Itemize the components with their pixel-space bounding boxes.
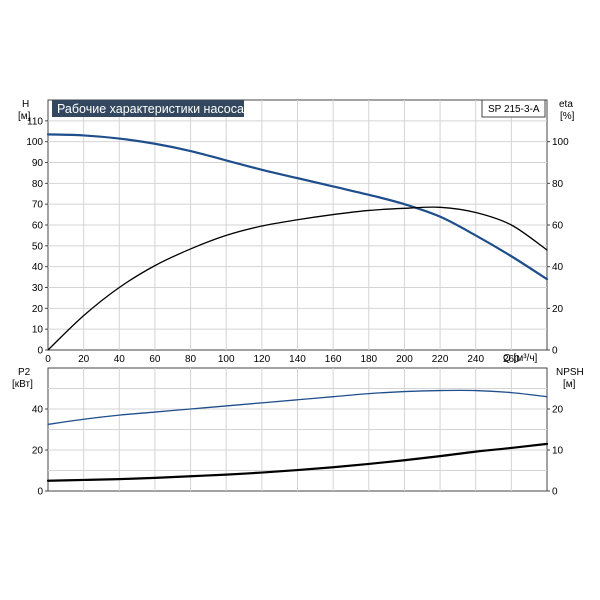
tick-label-x: 0 <box>45 354 51 365</box>
tick-label-x: 80 <box>185 354 197 365</box>
model-label-box <box>481 99 546 118</box>
tick-label-left: 10 <box>32 325 44 336</box>
tick-label-left: 40 <box>32 405 44 416</box>
top-tick-labels: 0 10 20 30 40 50 60 70 80 90 100 110 0 20 40 60 80 100 0 20… <box>26 116 569 365</box>
tick-label-left: 100 <box>26 137 43 148</box>
tick-label-x: 260 <box>503 354 520 365</box>
tick-label-x: 180 <box>360 354 377 365</box>
tick-label-x: 220 <box>432 354 449 365</box>
tick-label-right: 80 <box>552 179 564 190</box>
npsh-axis-label: NPSH <box>556 367 584 378</box>
tick-label-x: 60 <box>149 354 161 365</box>
tick-label-left: 0 <box>37 346 43 357</box>
head-curve <box>46 133 549 281</box>
tick-label-left: 70 <box>32 200 44 211</box>
power-axis-unit: [кВт] <box>12 379 33 390</box>
tick-label-left: 90 <box>32 158 44 169</box>
tick-label-x: 160 <box>325 354 342 365</box>
npsh-axis-unit: [м] <box>563 379 576 390</box>
tick-label-left: 80 <box>32 179 44 190</box>
power-axis-label: P2 <box>18 367 31 378</box>
model-label: SP 215-3-A <box>488 104 540 115</box>
efficiency-curve <box>47 206 548 351</box>
chart-title-box <box>52 100 244 117</box>
tick-label-x: 240 <box>467 354 484 365</box>
top-series-group <box>46 133 549 351</box>
eta-axis-label: eta <box>559 99 573 110</box>
tick-label-x: 200 <box>396 354 413 365</box>
power-curve <box>47 389 548 426</box>
chart-title: Рабочие характеристики насоса <box>57 102 244 116</box>
bottom-tick-labels: 0 20 40 0 10 20 <box>32 405 564 498</box>
tick-label-left: 60 <box>32 221 44 232</box>
tick-label-left: 20 <box>32 304 44 315</box>
bottom-series-group <box>46 389 549 482</box>
tick-label-x: 120 <box>254 354 271 365</box>
tick-label-left: 20 <box>32 446 44 457</box>
eta-axis-unit: [%] <box>560 111 575 122</box>
flow-axis-label: Q [м³/ч] <box>503 353 538 364</box>
tick-label-right: 60 <box>552 221 564 232</box>
tick-label-left: 40 <box>32 262 44 273</box>
tick-label-x: 100 <box>218 354 235 365</box>
head-axis-unit: [м] <box>18 111 31 122</box>
top-grid <box>48 100 547 350</box>
tick-label-x: 140 <box>289 354 306 365</box>
head-axis-label: H <box>22 99 29 110</box>
tick-label-x: 20 <box>78 354 90 365</box>
tick-label-right: 20 <box>552 304 564 315</box>
tick-label-right: 0 <box>552 487 558 498</box>
tick-label-x: 40 <box>114 354 126 365</box>
tick-label-right: 0 <box>552 346 558 357</box>
tick-label-right: 40 <box>552 262 564 273</box>
tick-label-left: 50 <box>32 241 44 252</box>
tick-label-right: 20 <box>552 405 564 416</box>
bottom-grid <box>48 368 547 491</box>
tick-label-left: 110 <box>27 116 43 127</box>
tick-label-right: 10 <box>552 446 564 457</box>
tick-label-left: 30 <box>32 283 44 294</box>
tick-label-left: 0 <box>37 487 43 498</box>
tick-label-right: 100 <box>552 137 569 148</box>
npsh-curve <box>46 442 549 482</box>
